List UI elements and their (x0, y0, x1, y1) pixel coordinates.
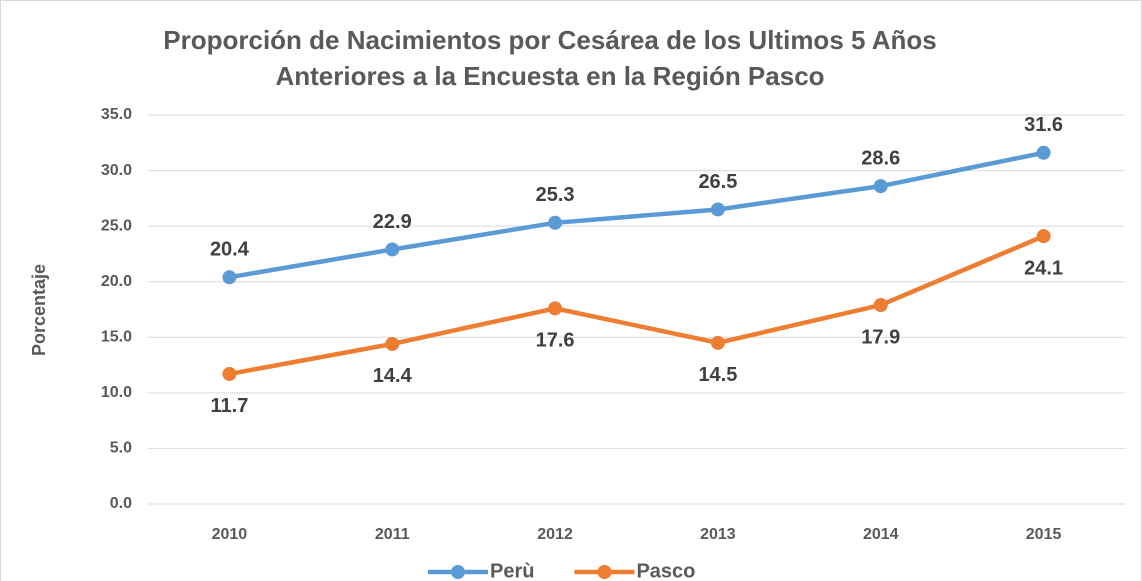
x-tick-label: 2011 (375, 526, 410, 543)
x-tick-label: 2014 (863, 526, 899, 543)
chart-title: Anteriores a la Encuesta en la Región Pa… (275, 61, 824, 91)
y-tick-label: 5.0 (110, 440, 132, 457)
y-tick-label: 20.0 (101, 273, 132, 290)
legend-marker (451, 565, 465, 579)
y-axis-label: Porcentaje (29, 264, 49, 356)
data-point (1036, 145, 1051, 160)
data-point (1036, 229, 1051, 244)
y-tick-label: 0.0 (110, 495, 132, 512)
legend-marker (597, 565, 612, 579)
data-label: 26.5 (698, 171, 737, 193)
data-label: 31.6 (1024, 114, 1063, 136)
data-label: 14.4 (373, 365, 413, 387)
data-point (710, 202, 725, 217)
data-label: 17.9 (861, 326, 900, 348)
data-label: 11.7 (211, 395, 249, 417)
x-tick-label: 2010 (212, 526, 248, 543)
data-point (548, 215, 563, 230)
y-tick-label: 35.0 (101, 106, 132, 123)
y-tick-label: 30.0 (101, 162, 132, 179)
data-point (710, 335, 725, 350)
data-point (873, 298, 888, 313)
data-label: 22.9 (373, 211, 412, 233)
data-point (385, 336, 400, 351)
data-point (222, 270, 237, 285)
x-tick-label: 2015 (1026, 526, 1062, 543)
series-line (229, 234, 1045, 377)
x-tick-label: 2012 (537, 526, 573, 543)
data-label: 17.6 (536, 330, 575, 352)
data-label: 14.5 (698, 364, 737, 386)
data-label: 25.3 (536, 184, 575, 206)
data-label: 20.4 (210, 239, 250, 261)
y-tick-label: 15.0 (101, 329, 132, 346)
data-label: 24.1 (1024, 257, 1063, 279)
data-point (222, 366, 237, 381)
legend-label: Perù (490, 560, 534, 581)
series-line (229, 150, 1045, 280)
legend-label: Pasco (636, 560, 695, 581)
chart-title: Proporción de Nacimientos por Cesárea de… (163, 25, 936, 55)
y-tick-label: 25.0 (101, 217, 132, 234)
y-tick-label: 10.0 (101, 384, 132, 401)
x-tick-label: 2013 (700, 526, 736, 543)
data-point (548, 301, 563, 316)
data-point (873, 179, 888, 194)
data-point (385, 242, 400, 257)
data-label: 28.6 (861, 147, 900, 169)
